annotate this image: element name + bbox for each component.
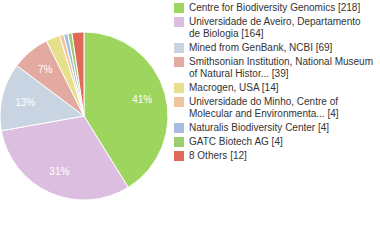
html-text:Universidade do Minho, Centre: Universidade do Minho, Centre of Molecul…: [189, 96, 339, 119]
html-text:Mined from GenBank, NCBI [69]: Mined from GenBank, NCBI [69]: [189, 42, 333, 53]
svg-text:13%: 13%: [15, 97, 35, 108]
html-text:Centre for Biodiversity Genomi: Centre for Biodiversity Genomics [218]: [189, 2, 361, 13]
html-text:Macrogen, USA [14]: Macrogen, USA [14]: [189, 82, 279, 93]
html-text:Smithsonian Institution, Natio: Smithsonian Institution, National Museum…: [189, 56, 373, 79]
svg-text:31%: 31%: [49, 166, 69, 177]
html-text:8 Others [12]: 8 Others [12]: [189, 150, 247, 161]
svg-text:41%: 41%: [132, 94, 152, 105]
svg-text:7%: 7%: [38, 64, 53, 75]
html-text:Universidade de Aveiro, Depart: Universidade de Aveiro, Departamento de …: [189, 16, 361, 39]
html-text:Naturalis Biodiversity Center: Naturalis Biodiversity Center [4]: [189, 122, 330, 133]
html-text:GATC Biotech AG [4]: GATC Biotech AG [4]: [189, 136, 283, 147]
